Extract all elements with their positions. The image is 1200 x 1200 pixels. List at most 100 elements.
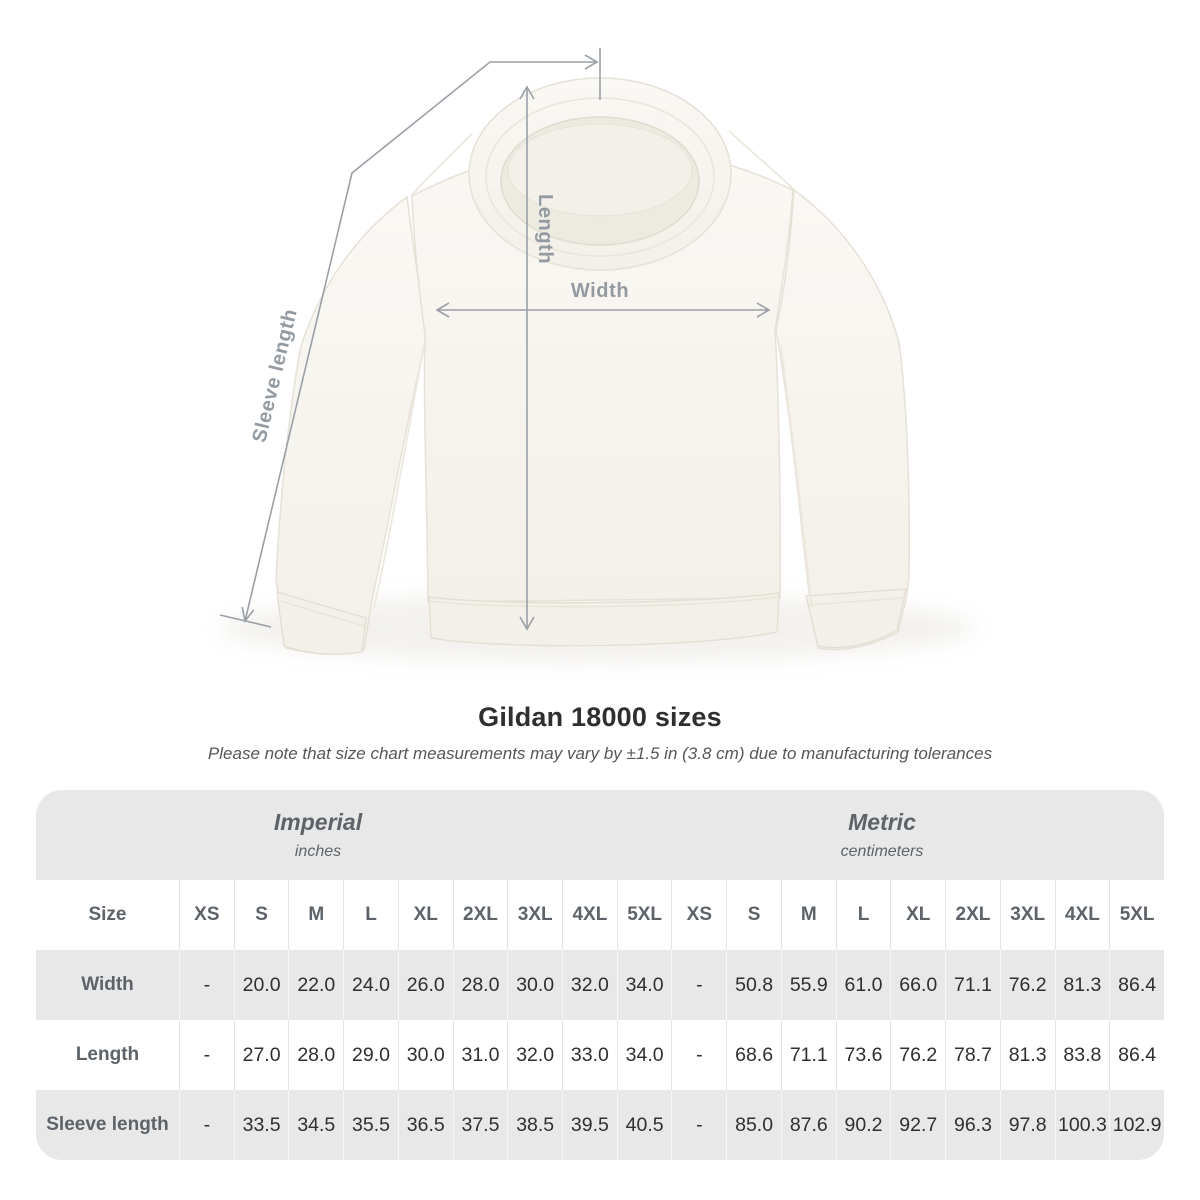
- caption: Gildan 18000 sizes Please note that size…: [0, 702, 1200, 764]
- imperial-value: 35.5: [343, 1090, 398, 1160]
- imperial-value: 32.0: [562, 950, 617, 1020]
- metric-value: 85.0: [726, 1090, 781, 1160]
- metric-value: 71.1: [780, 1020, 836, 1090]
- metric-value: 81.3: [1054, 950, 1110, 1020]
- imperial-value: 24.0: [343, 950, 398, 1020]
- metric-label: Metric: [848, 809, 916, 835]
- imperial-value: 33.0: [562, 1020, 617, 1090]
- imperial-value: 36.5: [397, 1090, 453, 1160]
- imperial-value: 38.5: [507, 1090, 562, 1160]
- metric-value: 61.0: [835, 950, 891, 1020]
- imperial-size-header: XL: [397, 880, 453, 950]
- row-label: Width: [81, 974, 134, 995]
- imperial-size-header: S: [233, 880, 289, 950]
- imperial-value: 29.0: [343, 1020, 398, 1090]
- size-grid: Size XS S M L XL 2XL 3XL 4XL 5XL XS S M L XL 2XL 3XL 4XL 5…: [36, 880, 1164, 1160]
- imperial-value: -: [179, 950, 234, 1020]
- metric-value: 86.4: [1109, 1020, 1164, 1090]
- row-sleeve-length: Sleeve length -33.5 34.5 35.5 36.5 37.5 38.5 39…: [36, 1090, 1164, 1160]
- imperial-size-header: 2XL: [452, 880, 508, 950]
- imperial-value: 27.0: [233, 1020, 289, 1090]
- metric-value: -: [671, 950, 726, 1020]
- length-arrow-down: [519, 616, 535, 631]
- sleeve-dimension-line: [244, 61, 597, 622]
- imperial-value: -: [179, 1020, 234, 1090]
- imperial-size-header: M: [288, 880, 343, 950]
- imperial-value: 30.0: [507, 950, 562, 1020]
- metric-value: 68.6: [726, 1020, 781, 1090]
- metric-size-header: 5XL: [1109, 880, 1164, 950]
- sleeve-arrow-right: [584, 54, 599, 70]
- imperial-value: 33.5: [233, 1090, 289, 1160]
- metric-size-header: 3XL: [999, 880, 1055, 950]
- metric-header: Metric centimeters: [600, 809, 1164, 861]
- length-label: Length: [534, 194, 556, 264]
- row-width: Width -20.0 22.0 24.0 26.0 28.0 30.0 32.0 34.0-5…: [36, 950, 1164, 1020]
- metric-value: -: [671, 1090, 726, 1160]
- imperial-size-header: XS: [179, 880, 234, 950]
- imperial-value: 26.0: [397, 950, 453, 1020]
- metric-value: 76.2: [890, 1020, 945, 1090]
- metric-value: 102.9: [1109, 1090, 1164, 1160]
- imperial-value: 34.0: [616, 950, 672, 1020]
- metric-size-header: M: [780, 880, 836, 950]
- metric-value: -: [671, 1020, 726, 1090]
- metric-size-header: 4XL: [1054, 880, 1110, 950]
- imperial-size-header: L: [343, 880, 398, 950]
- imperial-size-header: 5XL: [616, 880, 672, 950]
- imperial-value: 32.0: [507, 1020, 562, 1090]
- imperial-size-header: 3XL: [507, 880, 562, 950]
- metric-value: 97.8: [999, 1090, 1055, 1160]
- tolerance-note: Please note that size chart measurements…: [207, 744, 993, 763]
- imperial-value: 37.5: [452, 1090, 508, 1160]
- metric-value: 100.3: [1054, 1090, 1110, 1160]
- imperial-header: Imperial inches: [36, 809, 600, 861]
- cuff-tick: [219, 614, 272, 628]
- metric-value: 87.6: [780, 1090, 836, 1160]
- row-length: Length -27.0 28.0 29.0 30.0 31.0 32.0 33.0 34.0-…: [36, 1020, 1164, 1090]
- imperial-size-header: 4XL: [562, 880, 617, 950]
- width-arrow-left: [435, 302, 450, 318]
- imperial-value: 22.0: [288, 950, 343, 1020]
- metric-value: 78.7: [945, 1020, 1000, 1090]
- metric-value: 92.7: [890, 1090, 945, 1160]
- imperial-unit: inches: [294, 843, 342, 860]
- imperial-value: 34.5: [288, 1090, 343, 1160]
- imperial-value: 28.0: [288, 1020, 343, 1090]
- metric-size-header: 2XL: [945, 880, 1000, 950]
- row-label: Length: [75, 1044, 140, 1065]
- metric-unit: centimeters: [840, 843, 924, 860]
- length-arrow-up: [519, 85, 535, 100]
- left-sleeve: [275, 195, 429, 656]
- imperial-value: 20.0: [233, 950, 289, 1020]
- imperial-value: 39.5: [562, 1090, 617, 1160]
- imperial-value: 40.5: [616, 1090, 672, 1160]
- metric-value: 90.2: [835, 1090, 891, 1160]
- metric-value: 73.6: [835, 1020, 891, 1090]
- metric-size-header: XL: [890, 880, 945, 950]
- page-title: Gildan 18000 sizes: [478, 702, 722, 732]
- unit-band: Imperial inches Metric centimeters: [36, 790, 1164, 880]
- metric-size-header: XS: [671, 880, 726, 950]
- imperial-value: 28.0: [452, 950, 508, 1020]
- dimension-lines: [219, 48, 771, 631]
- metric-value: 86.4: [1109, 950, 1164, 1020]
- metric-size-header: S: [726, 880, 781, 950]
- row-label: Sleeve length: [46, 1114, 169, 1135]
- width-label: Width: [571, 280, 629, 302]
- imperial-value: 31.0: [452, 1020, 508, 1090]
- body-panel: [410, 130, 794, 647]
- size-header-row: Size XS S M L XL 2XL 3XL 4XL 5XL XS S M L XL 2XL 3XL 4XL 5…: [36, 880, 1164, 950]
- imperial-value: -: [179, 1090, 234, 1160]
- metric-value: 83.8: [1054, 1020, 1110, 1090]
- metric-value: 81.3: [999, 1020, 1055, 1090]
- metric-value: 66.0: [890, 950, 945, 1020]
- metric-size-header: L: [835, 880, 891, 950]
- metric-value: 71.1: [945, 950, 1000, 1020]
- imperial-value: 30.0: [397, 1020, 453, 1090]
- collar: [468, 77, 732, 271]
- imperial-value: 34.0: [616, 1020, 672, 1090]
- size-column-header: Size: [88, 904, 127, 925]
- width-arrow-right: [756, 302, 771, 318]
